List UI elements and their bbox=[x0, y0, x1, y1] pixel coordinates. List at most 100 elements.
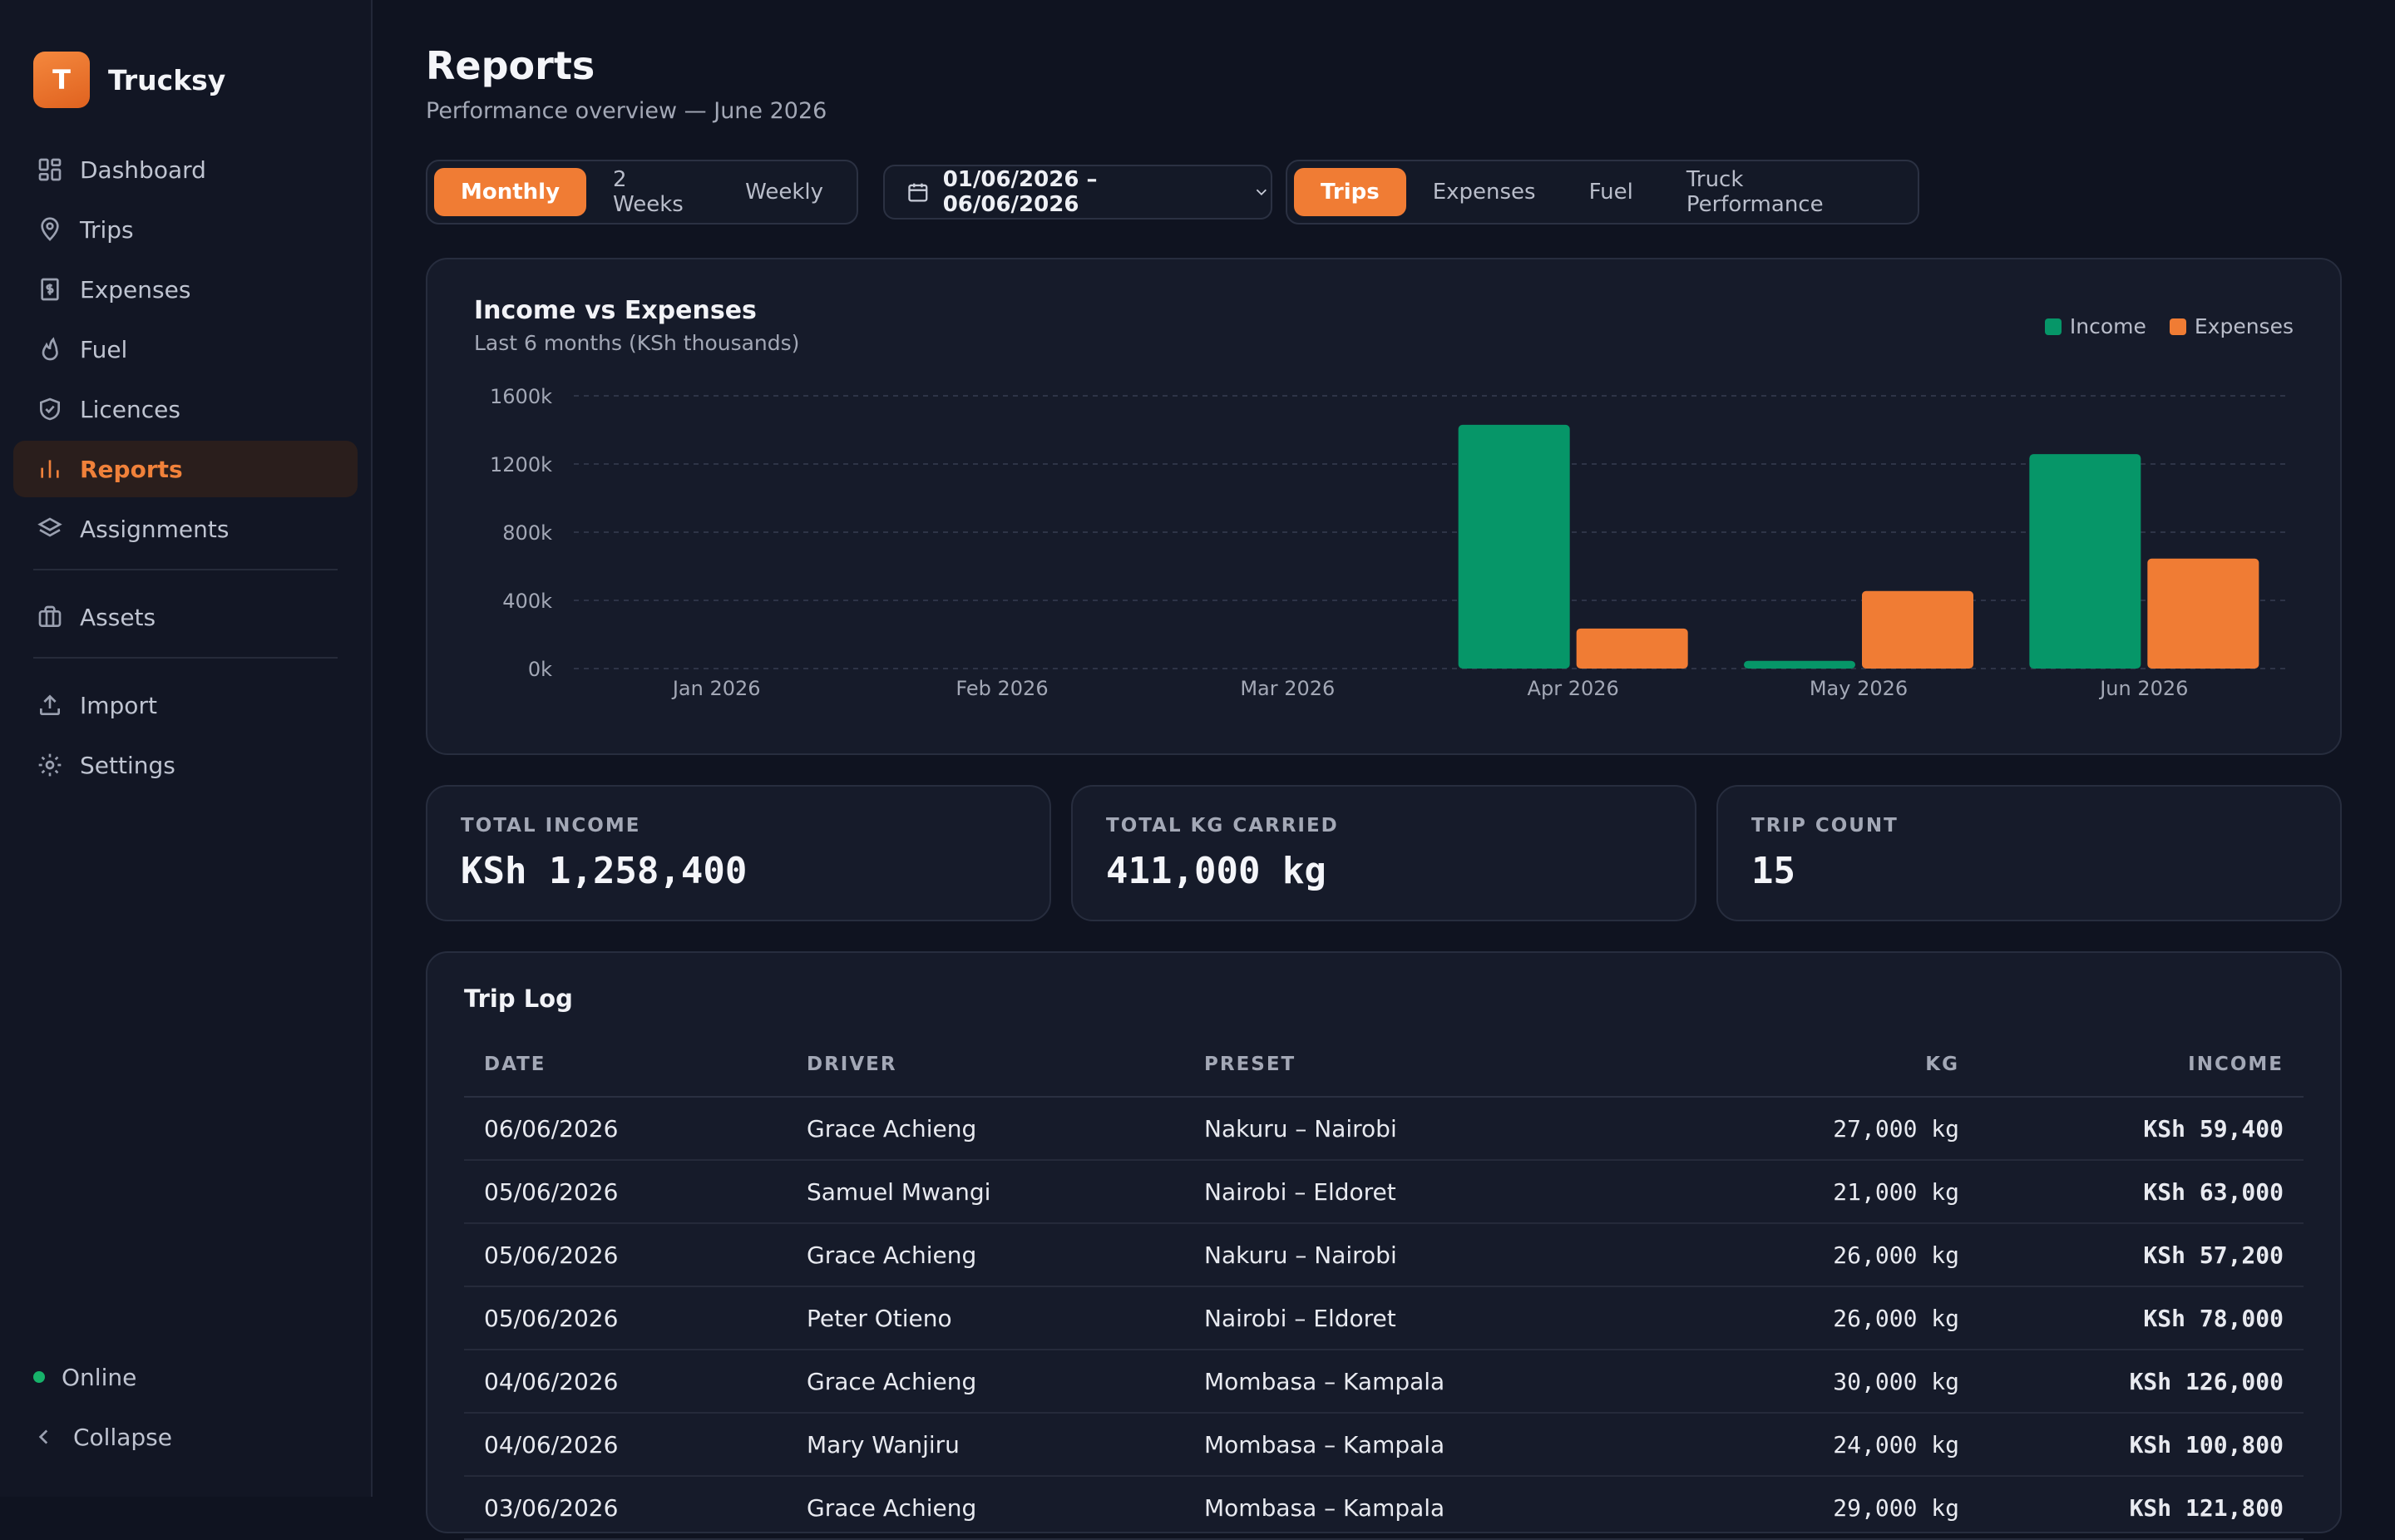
online-dot-icon bbox=[33, 1371, 45, 1383]
sidebar-item-licences[interactable]: Licences bbox=[13, 381, 358, 437]
date-range-picker[interactable]: 01/06/2026 – 06/06/2026 bbox=[883, 165, 1272, 220]
tab-monthly[interactable]: Monthly bbox=[434, 168, 587, 216]
stat-card-total-income: TOTAL INCOME KSh 1,258,400 bbox=[426, 785, 1051, 921]
calendar-icon bbox=[908, 183, 928, 202]
cell-preset: Nakuru – Nairobi bbox=[1184, 1223, 1623, 1287]
chart-title: Income vs Expenses bbox=[474, 296, 757, 325]
sidebar-item-fuel[interactable]: Fuel bbox=[13, 321, 358, 378]
dashboard-icon bbox=[35, 155, 65, 185]
cell-date: 05/06/2026 bbox=[464, 1160, 787, 1224]
cell-driver: Grace Achieng bbox=[787, 1097, 1184, 1161]
cell-preset: Mombasa – Kampala bbox=[1184, 1350, 1623, 1414]
stat-label: TOTAL KG CARRIED bbox=[1106, 815, 1339, 837]
bar-income bbox=[1458, 424, 1570, 669]
legend-swatch-expenses bbox=[2169, 318, 2186, 335]
x-tick-label: Feb 2026 bbox=[956, 677, 1048, 700]
y-tick-label: 0k bbox=[528, 658, 552, 681]
tab-weekly[interactable]: Weekly bbox=[745, 180, 823, 205]
income-expenses-chart: 0k 400k 800k 1200k 1600k Jan 2026 Feb 2026 Mar … bbox=[490, 385, 2287, 700]
tab-expenses[interactable]: Expenses bbox=[1432, 180, 1536, 205]
column-header-income[interactable]: INCOME bbox=[1979, 1033, 2304, 1098]
sidebar-item-label: Settings bbox=[80, 751, 175, 779]
legend-label: Income bbox=[2069, 314, 2146, 338]
cell-driver: Samuel Mwangi bbox=[787, 1160, 1184, 1224]
tab-fuel[interactable]: Fuel bbox=[1588, 180, 1633, 205]
cell-driver: Mary Wanjiru bbox=[787, 1413, 1184, 1477]
cell-preset: Nairobi – Eldoret bbox=[1184, 1286, 1623, 1350]
chart-subtitle: Last 6 months (KSh thousands) bbox=[474, 331, 800, 355]
table-row[interactable]: 06/06/2026 Grace Achieng Nakuru – Nairobi 2… bbox=[464, 1097, 2304, 1161]
sidebar-item-import[interactable]: Import bbox=[13, 677, 358, 733]
sidebar-item-reports[interactable]: Reports bbox=[13, 441, 358, 497]
table-row[interactable]: 03/06/2026 Grace Achieng Mombasa – Kampala… bbox=[464, 1476, 2304, 1540]
trip-log-table: DATE DRIVER PRESET KG INCOME 06/06/2026 G… bbox=[464, 1033, 2304, 1540]
column-header-preset[interactable]: PRESET bbox=[1184, 1033, 1623, 1098]
sidebar-item-assets[interactable]: Assets bbox=[13, 589, 358, 645]
sidebar-item-dashboard[interactable]: Dashboard bbox=[13, 141, 358, 198]
cell-income: KSh 59,400 bbox=[1979, 1097, 2304, 1161]
sidebar-item-trips[interactable]: Trips bbox=[13, 201, 358, 258]
column-header-kg[interactable]: KG bbox=[1623, 1033, 1979, 1098]
x-tick-label: May 2026 bbox=[1810, 677, 1908, 700]
table-row[interactable]: 05/06/2026 Grace Achieng Nakuru – Nairobi 2… bbox=[464, 1223, 2304, 1287]
sidebar-item-label: Licences bbox=[80, 395, 180, 423]
trip-log-title: Trip Log bbox=[464, 985, 573, 1013]
cell-kg: 26,000 kg bbox=[1623, 1286, 1979, 1350]
cell-date: 06/06/2026 bbox=[464, 1097, 787, 1161]
sidebar-item-settings[interactable]: Settings bbox=[13, 737, 358, 793]
x-tick-label: Jun 2026 bbox=[2098, 677, 2188, 700]
column-header-date[interactable]: DATE bbox=[464, 1033, 787, 1098]
cell-preset: Mombasa – Kampala bbox=[1184, 1476, 1623, 1540]
cell-preset: Nairobi – Eldoret bbox=[1184, 1160, 1623, 1224]
map-pin-icon bbox=[35, 215, 65, 244]
brand[interactable]: T Trucksy bbox=[33, 52, 225, 108]
cell-date: 05/06/2026 bbox=[464, 1223, 787, 1287]
tab-trips[interactable]: Trips bbox=[1294, 168, 1406, 216]
sidebar-item-assignments[interactable]: Assignments bbox=[13, 501, 358, 557]
receipt-dollar-icon bbox=[35, 274, 65, 304]
table-row[interactable]: 04/06/2026 Mary Wanjiru Mombasa – Kampala 2… bbox=[464, 1413, 2304, 1477]
table-row[interactable]: 04/06/2026 Grace Achieng Mombasa – Kampala… bbox=[464, 1350, 2304, 1414]
bar-chart-icon bbox=[35, 454, 65, 484]
cell-driver: Grace Achieng bbox=[787, 1350, 1184, 1414]
cell-kg: 21,000 kg bbox=[1623, 1160, 1979, 1224]
sidebar-item-label: Assignments bbox=[80, 515, 230, 543]
cell-income: KSh 126,000 bbox=[1979, 1350, 2304, 1414]
collapse-button[interactable]: Collapse bbox=[33, 1409, 172, 1465]
sidebar-item-label: Trips bbox=[80, 215, 134, 244]
bar-expenses bbox=[1576, 628, 1688, 669]
x-tick-label: Mar 2026 bbox=[1240, 677, 1335, 700]
cell-date: 03/06/2026 bbox=[464, 1476, 787, 1540]
report-tabs: Trips Expenses Fuel Truck Performance bbox=[1286, 160, 1919, 225]
x-tick-label: Apr 2026 bbox=[1528, 677, 1619, 700]
chart-legend: Income Expenses bbox=[2022, 314, 2294, 338]
cell-date: 05/06/2026 bbox=[464, 1286, 787, 1350]
tab-truck-performance[interactable]: Truck Performance bbox=[1686, 167, 1824, 217]
shield-check-icon bbox=[35, 394, 65, 424]
tab-2-weeks[interactable]: 2 Weeks bbox=[613, 167, 684, 217]
table-row[interactable]: 05/06/2026 Samuel Mwangi Nairobi – Eldoret… bbox=[464, 1160, 2304, 1224]
income-expenses-chart-card: Income vs Expenses Last 6 months (KSh th… bbox=[426, 258, 2342, 755]
table-header-row: DATE DRIVER PRESET KG INCOME bbox=[464, 1033, 2304, 1098]
sidebar-item-expenses[interactable]: Expenses bbox=[13, 261, 358, 318]
upload-icon bbox=[35, 690, 65, 720]
cell-preset: Nakuru – Nairobi bbox=[1184, 1097, 1623, 1161]
online-label: Online bbox=[62, 1363, 137, 1391]
cell-date: 04/06/2026 bbox=[464, 1413, 787, 1477]
stat-value: 411,000 kg bbox=[1106, 850, 1326, 892]
sidebar-divider bbox=[33, 657, 338, 659]
stat-label: TOTAL INCOME bbox=[461, 815, 641, 837]
y-tick-label: 1600k bbox=[490, 385, 552, 408]
legend-swatch-income bbox=[2044, 318, 2062, 335]
collapse-label: Collapse bbox=[73, 1423, 172, 1451]
layers-icon bbox=[35, 514, 65, 544]
bar-expenses bbox=[1862, 590, 1973, 669]
y-tick-label: 800k bbox=[502, 521, 552, 545]
table-row[interactable]: 05/06/2026 Peter Otieno Nairobi – Eldoret 2… bbox=[464, 1286, 2304, 1350]
cell-driver: Grace Achieng bbox=[787, 1476, 1184, 1540]
stat-card-total-kg: TOTAL KG CARRIED 411,000 kg bbox=[1071, 785, 1696, 921]
column-header-driver[interactable]: DRIVER bbox=[787, 1033, 1184, 1098]
sidebar: T Trucksy Dashboard Trips Expenses Fuel … bbox=[0, 0, 373, 1497]
legend-label: Expenses bbox=[2194, 314, 2294, 338]
cell-income: KSh 78,000 bbox=[1979, 1286, 2304, 1350]
